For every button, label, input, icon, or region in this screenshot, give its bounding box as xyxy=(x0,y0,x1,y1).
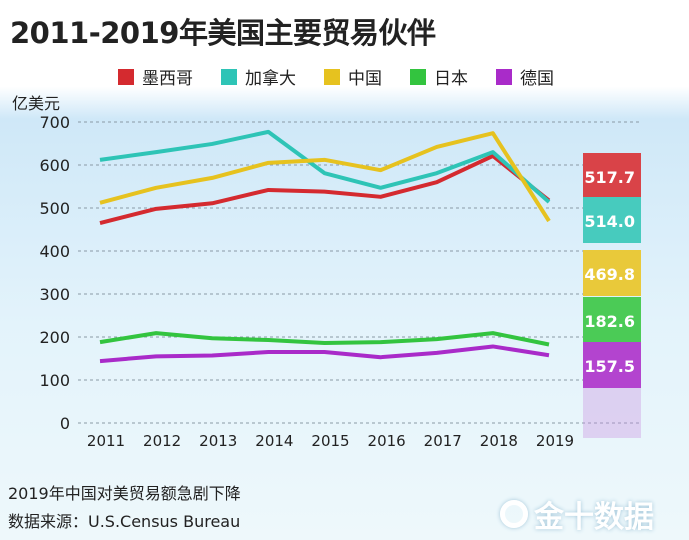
legend-label: 加拿大 xyxy=(245,69,296,89)
value-label: 514.0 xyxy=(584,212,635,231)
legend-swatch xyxy=(118,68,134,85)
legend-label: 中国 xyxy=(348,69,382,89)
chart-title: 2011-2019年美国主要贸易伙伴 xyxy=(10,16,436,50)
y-tick-label: 500 xyxy=(39,199,70,218)
value-box-highlight xyxy=(583,297,641,343)
y-tick-label: 0 xyxy=(60,414,70,433)
legend-item: 墨西哥 xyxy=(118,64,193,89)
value-box xyxy=(583,297,641,343)
legend-swatch xyxy=(221,68,237,85)
y-tick-label: 300 xyxy=(39,285,70,304)
y-tick-label: 700 xyxy=(39,113,70,132)
y-tick-label: 400 xyxy=(39,242,70,261)
value-box-highlight xyxy=(583,153,641,199)
x-tick-label: 2012 xyxy=(143,432,181,450)
value-box xyxy=(583,250,641,296)
legend-item: 日本 xyxy=(410,64,468,89)
x-tick-label: 2014 xyxy=(255,432,293,450)
value-box xyxy=(583,342,641,388)
legend-label: 德国 xyxy=(520,69,554,89)
value-box xyxy=(583,153,641,199)
legend: 墨西哥 加拿大 中国 日本 德国 xyxy=(118,64,554,89)
value-box xyxy=(583,197,641,243)
series-line xyxy=(99,129,551,204)
x-tick-label: 2019 xyxy=(536,432,574,450)
y-tick-label: 100 xyxy=(39,371,70,390)
legend-item: 加拿大 xyxy=(221,64,296,89)
value-label: 469.8 xyxy=(584,265,635,284)
x-tick-label: 2015 xyxy=(311,432,349,450)
value-label: 157.5 xyxy=(584,357,635,376)
footnote: 2019年中国对美贸易额急剧下降 xyxy=(8,484,241,503)
value-label: 517.7 xyxy=(584,168,635,187)
y-axis-label: 亿美元 xyxy=(12,94,61,113)
value-box-reflection xyxy=(583,388,641,438)
logo-text: 金十数据 xyxy=(534,500,654,535)
legend-label: 日本 xyxy=(434,69,468,89)
x-tick-label: 2013 xyxy=(199,432,237,450)
x-tick-label: 2011 xyxy=(87,432,125,450)
y-tick-label: 600 xyxy=(39,156,70,175)
series-line xyxy=(99,131,551,223)
value-label: 182.6 xyxy=(584,312,635,331)
logo-icon xyxy=(500,500,528,528)
x-tick-label: 2018 xyxy=(480,432,518,450)
series-line xyxy=(99,344,550,364)
legend-swatch xyxy=(496,68,512,85)
legend-label: 墨西哥 xyxy=(142,69,193,89)
legend-swatch xyxy=(324,68,340,85)
value-box-highlight xyxy=(583,197,641,243)
series-line xyxy=(99,331,550,347)
x-tick-label: 2016 xyxy=(368,432,406,450)
legend-item: 中国 xyxy=(324,64,382,89)
value-box-highlight xyxy=(583,342,641,388)
x-tick-label: 2017 xyxy=(424,432,462,450)
legend-item: 德国 xyxy=(496,64,554,89)
series-line xyxy=(99,153,551,225)
value-box-highlight xyxy=(583,250,641,296)
legend-swatch xyxy=(410,68,426,85)
source-note: 数据来源：U.S.Census Bureau xyxy=(8,512,241,531)
logo: 金十数据 xyxy=(500,492,654,536)
y-tick-label: 200 xyxy=(39,328,70,347)
